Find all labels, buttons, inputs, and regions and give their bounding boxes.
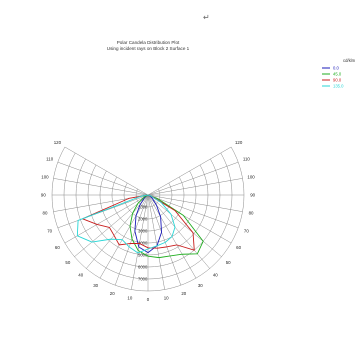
- angle-tick-label: 50: [65, 260, 70, 265]
- grid-spoke: [64, 146, 149, 196]
- grid-spoke: [114, 194, 149, 286]
- radial-label: 1000: [138, 205, 148, 210]
- angle-tick-label: 90: [41, 193, 46, 198]
- grid-spoke: [147, 194, 243, 212]
- angle-tick-label: 60: [236, 245, 241, 250]
- grid-spoke: [57, 194, 149, 229]
- grid-spoke: [147, 194, 165, 290]
- radial-label: 7000: [138, 277, 148, 282]
- grid-spoke: [74, 194, 149, 257]
- series-line: [134, 194, 162, 254]
- angle-tick-label: 110: [243, 157, 251, 162]
- angle-tick-label: 50: [226, 260, 231, 265]
- grid-spoke: [86, 194, 149, 269]
- legend-label: 135.0: [333, 84, 344, 89]
- return-marker: ↵: [203, 13, 210, 22]
- angle-tick-label: 0: [147, 297, 150, 302]
- radial-label: 5000: [138, 253, 148, 258]
- grid-spoke: [131, 194, 149, 290]
- angle-tick-label: 40: [213, 273, 218, 278]
- angle-tick-label: 30: [93, 283, 98, 288]
- series-line: [129, 194, 204, 259]
- angle-tick-label: 100: [247, 174, 255, 179]
- angle-tick-label: 70: [47, 228, 52, 233]
- radial-label: 6000: [138, 265, 148, 270]
- grid-spoke: [147, 146, 232, 196]
- series-line: [76, 194, 176, 254]
- legend-title: cd/klm: [343, 58, 356, 63]
- angle-tick-label: 120: [235, 140, 243, 145]
- chart-subtitle: Using incident rays on Block 2 Surface 1: [107, 46, 190, 51]
- legend-label: 90.0: [333, 78, 342, 83]
- series-line: [82, 194, 195, 251]
- legend-label: 45.0: [333, 72, 342, 77]
- angle-tick-label: 10: [127, 296, 132, 301]
- angle-tick-label: 30: [198, 283, 203, 288]
- polar-grid: [51, 146, 245, 292]
- angle-tick-label: 100: [41, 174, 49, 179]
- angle-tick-label: 90: [250, 193, 255, 198]
- grid-spoke: [147, 161, 239, 196]
- grid-spoke: [99, 194, 149, 279]
- grid-spoke: [147, 178, 243, 196]
- grid-spoke: [147, 194, 222, 257]
- angle-tick-label: 20: [181, 291, 186, 296]
- radial-label: 3000: [138, 229, 148, 234]
- angle-tick-label: 70: [244, 228, 249, 233]
- chart-title: Polar Candela Distribution Plot: [117, 40, 180, 45]
- radial-labels: 7000 6000 5000 4000 3000 2000 1000: [138, 205, 148, 282]
- grid-spoke: [57, 161, 149, 196]
- grid-spoke: [147, 194, 239, 229]
- angle-tick-label: 80: [249, 211, 254, 216]
- radial-label: 2000: [138, 217, 148, 222]
- grid-spoke: [64, 194, 149, 244]
- angle-tick-label: 120: [54, 140, 62, 145]
- angle-tick-label: 10: [164, 296, 169, 301]
- grid-spoke: [147, 194, 182, 286]
- series-lines: [76, 194, 204, 259]
- angle-tick-label: 110: [46, 157, 54, 162]
- angle-tick-label: 80: [43, 211, 48, 216]
- angle-tick-label: 40: [78, 273, 83, 278]
- grid-spoke: [53, 178, 149, 196]
- grid-spoke: [147, 194, 210, 269]
- legend-label: 0.0: [333, 66, 339, 71]
- angle-tick-label: 60: [55, 245, 60, 250]
- radial-label: 4000: [138, 241, 148, 246]
- angle-tick-label: 20: [110, 291, 115, 296]
